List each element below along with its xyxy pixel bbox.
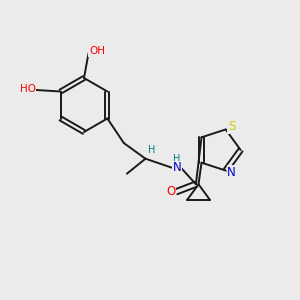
Text: H: H [173,154,180,164]
Text: OH: OH [89,46,105,56]
Text: N: N [173,161,182,174]
Text: N: N [227,166,236,178]
Text: HO: HO [20,83,36,94]
Text: S: S [228,120,236,133]
Text: O: O [167,184,176,198]
Text: H: H [148,145,156,155]
